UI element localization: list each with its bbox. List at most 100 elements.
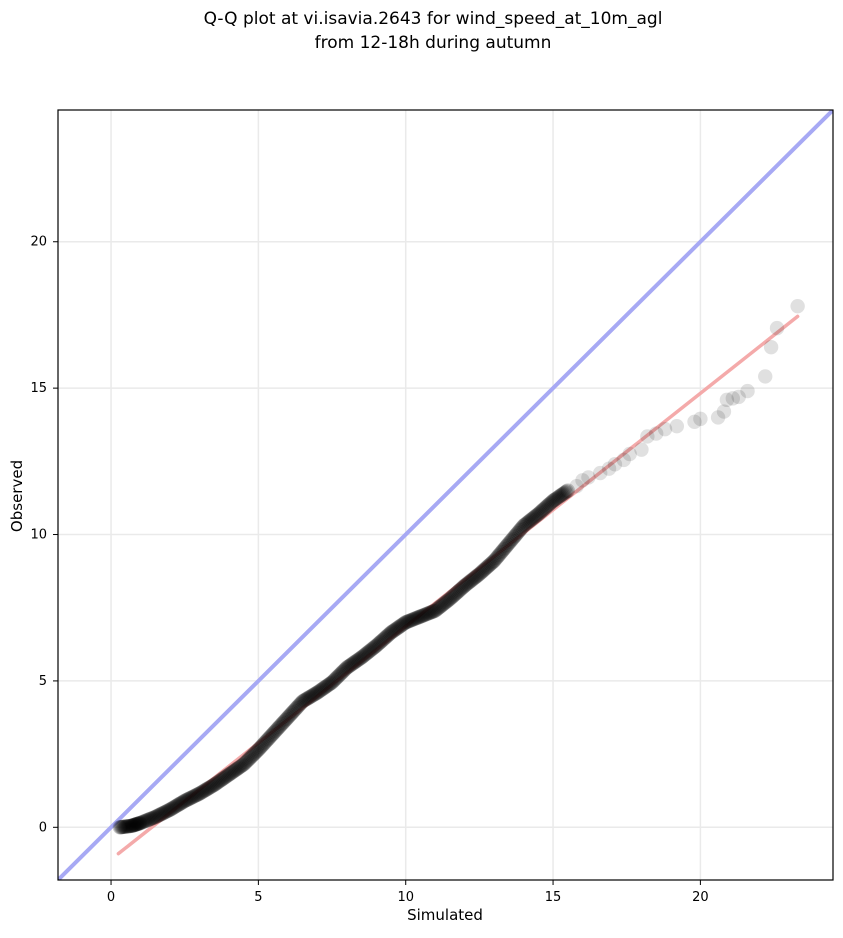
qq-point-main-201: [350, 652, 366, 668]
qq-point-main-366: [553, 488, 568, 503]
qq-point-main-33: [144, 811, 159, 826]
qq-point-main-215: [367, 639, 383, 654]
qq-point-main-348: [531, 506, 546, 522]
qq-point-main-19: [129, 816, 145, 832]
qq-point-tail-8: [634, 442, 649, 457]
qq-point-main-11: [123, 818, 138, 834]
qq-point-main-299: [470, 567, 486, 583]
qq-point-main-363: [549, 491, 564, 506]
qq-point-main-175: [318, 679, 334, 694]
qq-point-main-114: [243, 749, 259, 765]
qq-point-main-272: [437, 595, 453, 611]
qq-point-main-300: [472, 566, 487, 582]
qq-point-main-271: [436, 596, 451, 612]
qq-point-main-282: [450, 585, 465, 600]
qq-point-main-319: [495, 543, 510, 558]
qq-point-main-111: [240, 753, 255, 768]
qq-point-main-155: [294, 695, 309, 710]
qq-point-tail-9: [640, 429, 655, 444]
qq-point-main-279: [446, 588, 461, 603]
qq-point-main-284: [452, 582, 467, 598]
qq-point-main-340: [521, 514, 536, 530]
qq-point-main-170: [312, 683, 327, 699]
qq-point-main-91: [215, 771, 230, 787]
qq-point-main-326: [504, 533, 519, 548]
qq-point-main-9: [121, 819, 136, 834]
y-tick-label-2: 10: [30, 528, 47, 543]
qq-point-main-308: [482, 558, 497, 573]
qq-point-main-168: [310, 685, 325, 700]
qq-point-main-219: [372, 635, 388, 650]
qq-point-main-6: [118, 819, 133, 834]
qq-point-main-212: [364, 642, 379, 657]
qq-point-main-74: [194, 784, 210, 800]
qq-point-main-35: [146, 810, 162, 825]
qq-point-main-83: [205, 778, 221, 793]
qq-point-main-230: [386, 623, 401, 639]
qq-point-main-332: [511, 524, 526, 539]
qq-point-main-115: [245, 748, 260, 764]
qq-point-main-255: [416, 607, 432, 623]
qq-point-main-41: [154, 806, 169, 822]
qq-point-main-324: [501, 536, 517, 551]
qq-point-tail-24: [790, 298, 805, 314]
qq-point-main-180: [324, 675, 340, 690]
qq-point-main-273: [439, 594, 454, 610]
qq-point-main-98: [224, 765, 239, 781]
qq-point-main-341: [522, 513, 537, 529]
qq-point-main-297: [468, 569, 483, 585]
qq-point-main-333: [512, 522, 528, 538]
qq-point-main-90: [214, 772, 229, 787]
qq-point-main-356: [540, 498, 556, 513]
qq-point-main-117: [247, 746, 262, 761]
qq-point-main-101: [227, 763, 243, 778]
qq-point-main-183: [328, 671, 343, 686]
qq-point-main-197: [345, 656, 361, 671]
qq-point-main-162: [302, 689, 318, 705]
qq-point-main-164: [305, 688, 320, 703]
qq-point-main-311: [485, 554, 501, 570]
qq-point-main-49: [164, 801, 179, 817]
qq-point-main-171: [313, 682, 329, 698]
qq-point-main-67: [186, 789, 201, 804]
qq-point-main-124: [256, 737, 271, 752]
qq-point-main-26: [135, 814, 151, 830]
qq-point-main-192: [339, 660, 354, 675]
qq-point-main-58: [175, 795, 190, 810]
qq-point-main-291: [461, 575, 476, 591]
qq-point-main-151: [289, 700, 304, 716]
qq-point-main-202: [351, 651, 367, 667]
qq-point-main-207: [358, 647, 373, 662]
qq-point-main-346: [528, 508, 544, 524]
qq-point-main-79: [200, 781, 216, 796]
qq-point-main-331: [510, 525, 525, 541]
qq-point-main-59: [176, 794, 191, 809]
qq-point-main-334: [513, 521, 529, 536]
qq-point-main-228: [383, 625, 399, 640]
qq-point-main-63: [181, 791, 196, 807]
qq-point-main-39: [151, 808, 167, 823]
qq-point-main-358: [543, 495, 558, 511]
qq-point-main-200: [349, 653, 364, 669]
qq-point-main-56: [172, 796, 187, 812]
qq-point-main-0: [112, 820, 128, 835]
qq-point-main-142: [278, 712, 293, 728]
qq-point-main-191: [338, 661, 353, 677]
qq-point-main-301: [473, 565, 488, 581]
qq-point-main-61: [178, 793, 194, 808]
qq-point-main-306: [479, 560, 494, 575]
qq-point-main-232: [388, 621, 404, 637]
qq-point-main-20: [130, 816, 145, 832]
qq-point-main-166: [307, 686, 323, 702]
qq-point-main-353: [537, 501, 552, 516]
qq-point-main-216: [369, 638, 384, 653]
qq-point-main-102: [229, 762, 244, 777]
qq-point-main-239: [397, 616, 412, 631]
qq-point-main-22: [131, 816, 147, 831]
qq-point-main-51: [166, 800, 181, 815]
y-tick-label-1: 5: [39, 674, 47, 689]
qq-point-main-204: [354, 650, 369, 665]
qq-point-main-179: [323, 676, 339, 691]
qq-point-main-78: [199, 782, 215, 797]
